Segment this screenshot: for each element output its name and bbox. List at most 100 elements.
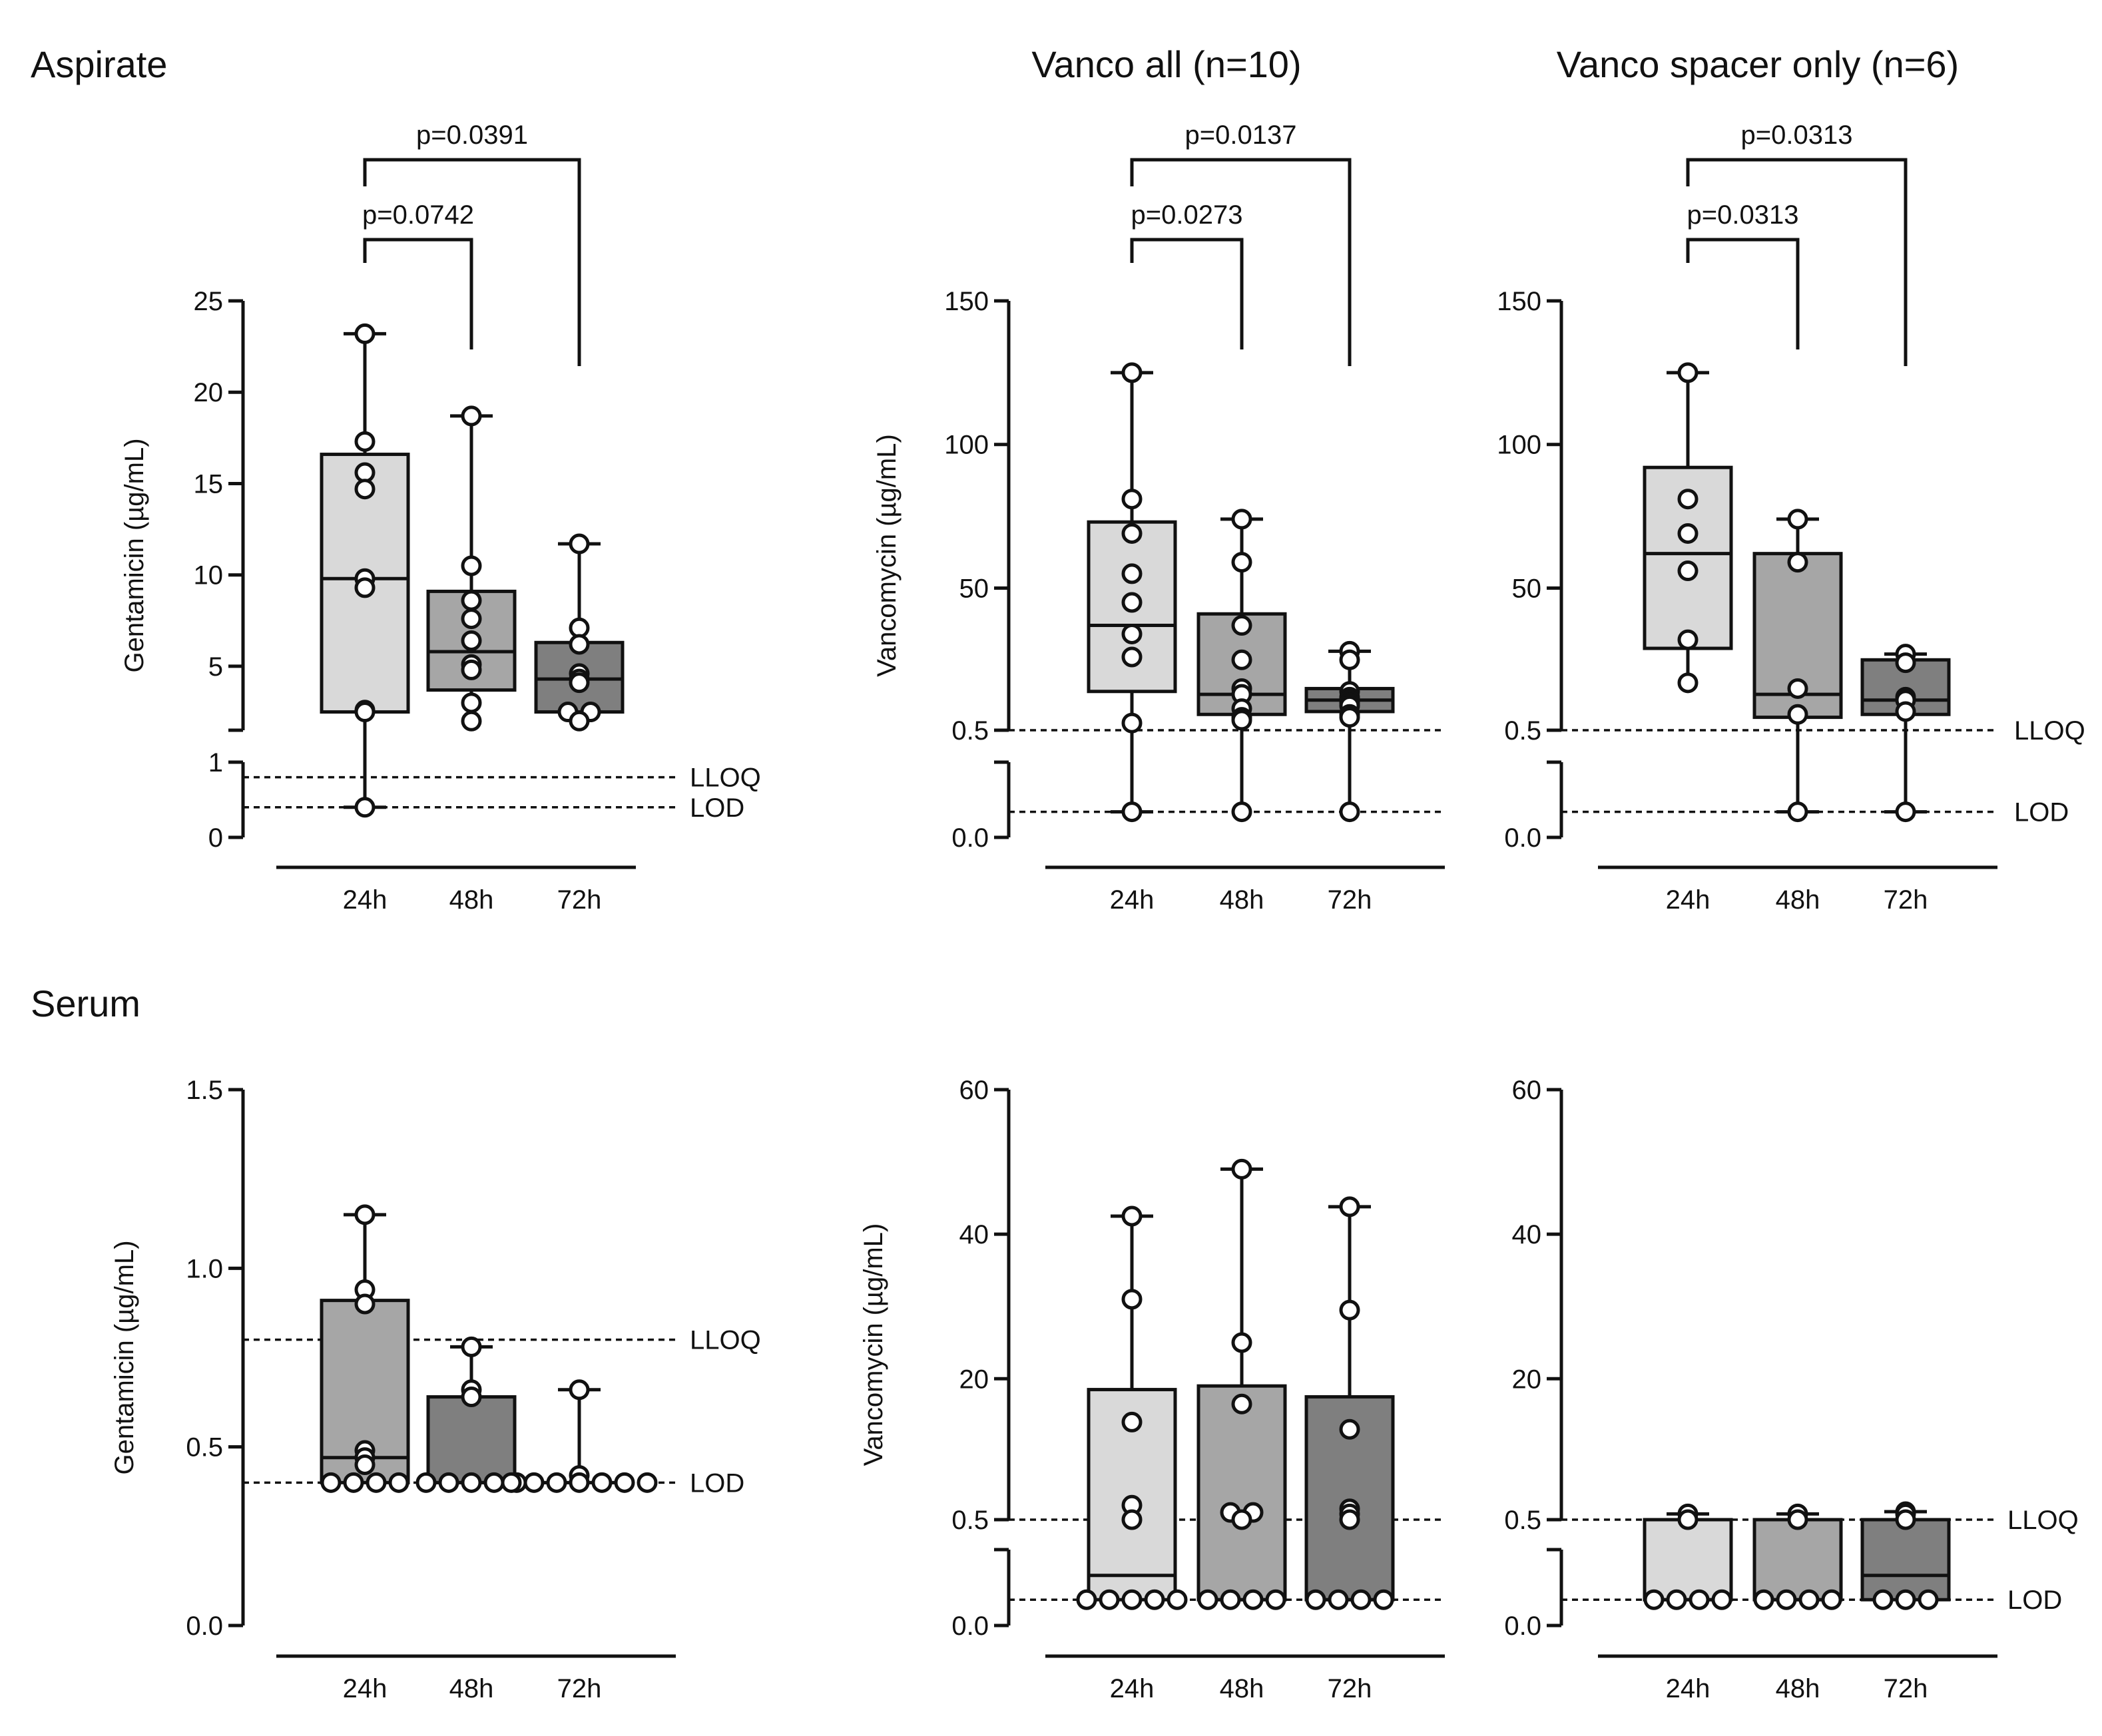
ref-line-label-lod: LOD bbox=[690, 793, 744, 823]
data-point bbox=[1099, 1589, 1120, 1610]
x-tick-label-24h: 24h bbox=[1666, 885, 1710, 915]
y-tick-label: 40 bbox=[1512, 1220, 1542, 1249]
data-point bbox=[461, 1336, 482, 1357]
data-point bbox=[614, 1472, 635, 1493]
y-tick-label: 1.5 bbox=[186, 1076, 223, 1105]
data-point bbox=[1787, 704, 1808, 725]
y-tick-label: 0.5 bbox=[951, 716, 989, 746]
y-tick-label: 20 bbox=[959, 1365, 989, 1394]
ref-line-label-lloq: LLOQ bbox=[2007, 1506, 2079, 1535]
ref-line-label-lloq: LLOQ bbox=[690, 1326, 761, 1355]
y-tick-label: 100 bbox=[944, 431, 989, 460]
data-point bbox=[461, 630, 482, 652]
data-point bbox=[1872, 1589, 1894, 1610]
data-point bbox=[438, 1472, 459, 1493]
data-point bbox=[354, 1293, 376, 1315]
data-point bbox=[1231, 1393, 1252, 1414]
data-point bbox=[1753, 1589, 1774, 1610]
data-point bbox=[1787, 801, 1808, 823]
x-tick-label-24h: 24h bbox=[343, 1674, 388, 1703]
y-tick-label: 0.0 bbox=[186, 1612, 223, 1641]
y-tick-label: 20 bbox=[194, 378, 224, 407]
data-point bbox=[1231, 649, 1252, 670]
data-point bbox=[1339, 801, 1360, 823]
panel-asp-gent: 5 10 15 20 25 0 1 24h 48h 72h Gentamicin (µg/mL) LL… bbox=[120, 120, 761, 915]
data-point bbox=[354, 1204, 376, 1225]
data-point bbox=[1121, 592, 1143, 613]
data-point bbox=[354, 462, 376, 483]
vanco-spacer-title: Vanco spacer only (n=6) bbox=[1556, 43, 1960, 85]
data-point bbox=[461, 692, 482, 714]
y-tick-label: 60 bbox=[1512, 1076, 1542, 1105]
x-tick-label-24h: 24h bbox=[1110, 1674, 1155, 1703]
data-point bbox=[461, 1387, 482, 1408]
x-tick-label-48h: 48h bbox=[449, 1674, 494, 1703]
box-24h bbox=[1643, 465, 1733, 650]
y-tick-label: 10 bbox=[194, 561, 224, 590]
y-axis-title: Gentamicin (µg/mL) bbox=[120, 438, 149, 672]
x-tick-label-72h: 72h bbox=[1328, 885, 1372, 915]
panel-serum-vanco-spacer: 20 40 60 0.0 0.5 24h 48h 72h LLOQ LOD bbox=[1504, 1076, 2078, 1703]
data-point bbox=[461, 659, 482, 680]
x-tick-label-24h: 24h bbox=[343, 885, 388, 915]
panel-serum-vanco-all: 20 40 60 0.0 0.5 24h 48h 72h Vancomycin (µg/mL) bbox=[859, 1076, 1445, 1703]
data-point bbox=[461, 590, 482, 611]
y-tick-label: 100 bbox=[1497, 431, 1541, 460]
data-point bbox=[1076, 1589, 1097, 1610]
data-point bbox=[1787, 1509, 1808, 1530]
box-48h bbox=[1196, 1384, 1287, 1602]
box-72h bbox=[1304, 1395, 1395, 1602]
y-tick-label: 60 bbox=[959, 1076, 989, 1105]
data-point bbox=[1339, 707, 1360, 728]
data-point bbox=[1328, 1589, 1349, 1610]
data-point bbox=[1339, 1196, 1360, 1217]
box-24h bbox=[1643, 1518, 1733, 1602]
p-value-label: p=0.0137 bbox=[1185, 120, 1297, 150]
data-point bbox=[1121, 362, 1143, 383]
data-point bbox=[1305, 1589, 1326, 1610]
data-point bbox=[1231, 1158, 1252, 1180]
y-tick-label: 15 bbox=[194, 469, 224, 499]
y-tick-label: 0.0 bbox=[1504, 1612, 1541, 1641]
data-point bbox=[1666, 1589, 1687, 1610]
y-tick-label: 0 bbox=[208, 823, 223, 853]
data-point bbox=[1121, 1509, 1143, 1530]
data-point bbox=[1350, 1589, 1372, 1610]
data-point bbox=[354, 479, 376, 500]
box-48h bbox=[426, 1395, 517, 1484]
p-value-label: p=0.0391 bbox=[416, 120, 528, 150]
significance-bracket bbox=[1130, 158, 1352, 366]
serum-row-title: Serum bbox=[31, 982, 140, 1024]
ref-line-label-lloq: LLOQ bbox=[690, 763, 761, 793]
x-tick-label-48h: 48h bbox=[1776, 885, 1820, 915]
y-tick-label: 150 bbox=[1497, 287, 1541, 316]
data-point bbox=[1265, 1589, 1286, 1610]
data-point bbox=[1689, 1589, 1710, 1610]
data-point bbox=[637, 1472, 658, 1493]
y-tick-label: 5 bbox=[208, 652, 223, 682]
p-value-label: p=0.0313 bbox=[1741, 120, 1853, 150]
y-axis-title: Vancomycin (µg/mL) bbox=[859, 1223, 888, 1466]
panel-asp-vanco-spacer: 50 100 150 0.0 0.5 24h 48h 72h LLOQ LOD p=0.0313 p=… bbox=[1497, 120, 2085, 915]
data-point bbox=[354, 431, 376, 452]
data-point bbox=[1121, 489, 1143, 510]
significance-bracket bbox=[1686, 238, 1800, 349]
aspirate-row-title: Aspirate bbox=[31, 43, 168, 85]
data-point bbox=[1121, 801, 1143, 823]
data-point bbox=[501, 1472, 522, 1493]
box-72h bbox=[1860, 1518, 1951, 1602]
data-point bbox=[388, 1472, 409, 1493]
y-tick-label: 40 bbox=[959, 1220, 989, 1249]
x-tick-label-72h: 72h bbox=[1884, 1674, 1928, 1703]
data-point bbox=[461, 1472, 482, 1493]
data-point bbox=[1677, 560, 1699, 582]
data-point bbox=[591, 1472, 613, 1493]
data-point bbox=[1121, 646, 1143, 668]
data-point bbox=[569, 533, 590, 554]
data-point bbox=[483, 1472, 505, 1493]
x-tick-label-48h: 48h bbox=[1220, 1674, 1264, 1703]
data-point bbox=[1711, 1589, 1732, 1610]
x-tick-label-48h: 48h bbox=[449, 885, 494, 915]
data-point bbox=[1787, 552, 1808, 573]
data-point bbox=[569, 1379, 590, 1401]
